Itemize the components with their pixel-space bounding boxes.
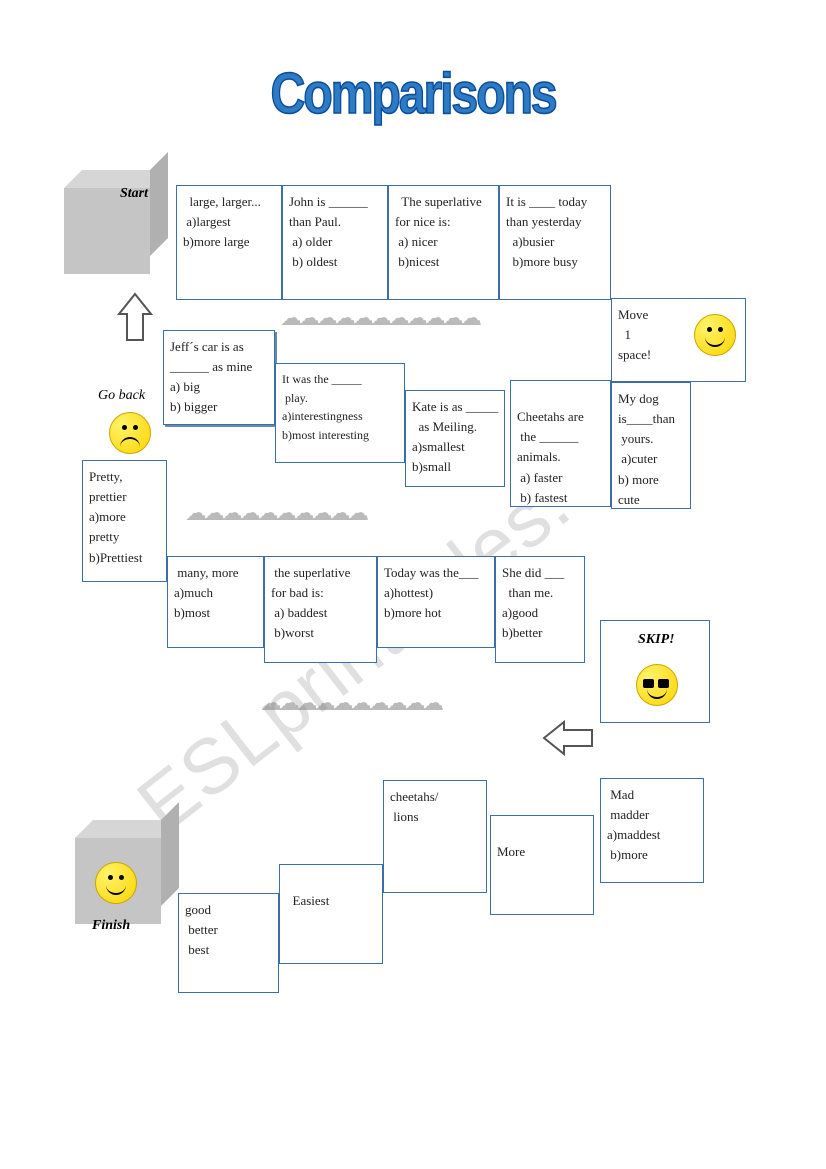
finish-label: Finish [92,918,130,934]
box-cheetahs-lions: cheetahs/ lions [383,780,487,893]
cool-icon [636,664,678,706]
start-label: Start [120,186,148,202]
box-john-paul: John is ______ than Paul. a) older b) ol… [282,185,388,300]
box-pretty: Pretty, prettier a)more pretty b)Prettie… [82,460,167,582]
box-today-hot: Today was the___ a)hottest) b)more hot [377,556,495,648]
clouds-deco-3: ☁☁☁☁☁☁☁☁☁☁ [260,690,440,716]
box-bad-super: the superlative for bad is: a) baddest b… [264,556,377,663]
worksheet-page: ESLprintables.com Comparisons Start larg… [0,0,826,1169]
box-jeffs-car: Jeff´s car is as ______ as mine a) big b… [163,330,275,425]
box-busier: It is ____ today than yesterday a)busier… [499,185,611,300]
sad-icon [109,412,151,454]
finish-happy-icon [95,862,137,904]
page-title: Comparisons [0,63,826,128]
box-good-better-best: good better best [178,893,279,993]
box-many-more: many, more a)much b)most [167,556,264,648]
box-nice-super: The superlative for nice is: a) nicer b)… [388,185,499,300]
box-she-did: She did ___ than me. a)good b)better [495,556,585,663]
box-cheetahs-fastest: Cheetahs are the ______ animals. a) fast… [510,380,611,507]
box-easiest: Easiest [279,864,383,964]
clouds-deco-1: ☁☁☁☁☁☁☁☁☁☁☁ [280,305,478,331]
happy-icon [694,314,736,356]
skip-label: SKIP! [638,632,675,648]
box-large-larger: large, larger... a)largest b)more large [176,185,282,300]
arrow-left-icon [540,718,596,758]
box-interesting-play: It was the _____ play. a)interestingness… [275,363,405,463]
box-kate-meiling: Kate is as _____ as Meiling. a)smallest … [405,390,505,487]
arrow-up-icon [115,290,155,346]
box-mad: Mad madder a)maddest b)more [600,778,704,883]
box-more: More [490,815,594,915]
clouds-deco-2: ☁☁☁☁☁☁☁☁☁☁ [185,500,365,526]
box-my-dog: My dog is____than yours. a)cuter b) more… [611,382,691,509]
go-back-label: Go back [98,388,145,404]
